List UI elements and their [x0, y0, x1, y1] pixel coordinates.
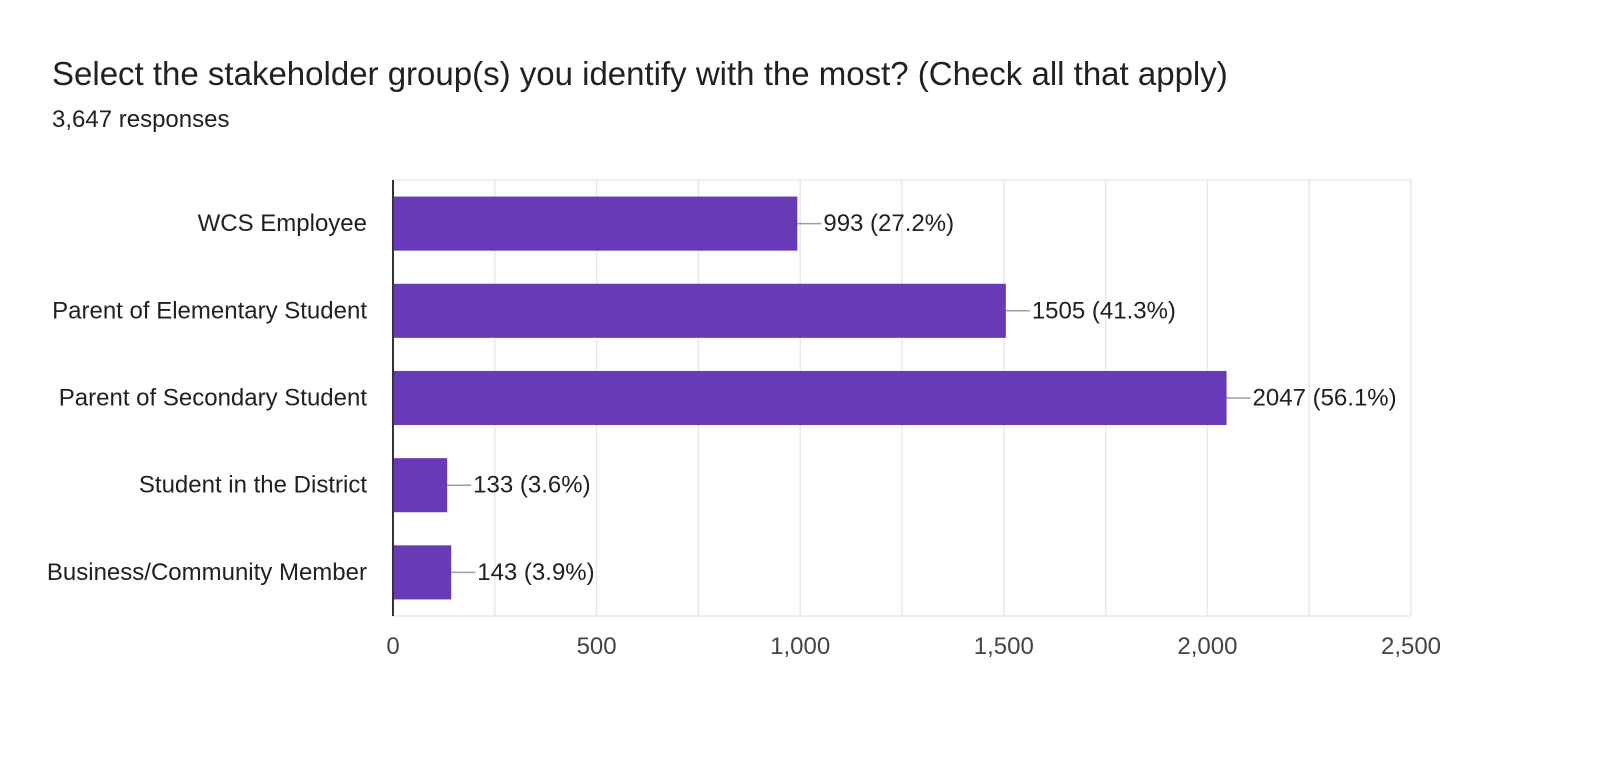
x-tick-label-4: 2,000: [1177, 633, 1237, 660]
category-label-0: WCS Employee: [198, 210, 367, 237]
category-label-3: Student in the District: [139, 472, 367, 499]
data-label-0: 993 (27.2%): [823, 210, 954, 237]
bar-4: [393, 545, 452, 600]
x-tick-label-2: 1,000: [770, 633, 830, 660]
x-tick-label-5: 2,500: [1381, 633, 1441, 660]
question-title: Select the stakeholder group(s) you iden…: [52, 55, 1228, 92]
x-tick-labels: 0 500 1,000 1,500 2,000 2,500: [386, 633, 1441, 660]
bar-2: [393, 370, 1227, 426]
data-label-4: 143 (3.9%): [477, 559, 594, 586]
bar-0: [393, 196, 798, 251]
data-label-3: 133 (3.6%): [473, 472, 590, 499]
x-tick-label-0: 0: [386, 633, 399, 660]
data-labels: 993 (27.2%) 1505 (41.3%) 2047 (56.1%) 133 (…: [473, 210, 1396, 586]
data-label-2: 2047 (56.1%): [1253, 385, 1397, 412]
bar-3: [393, 458, 448, 513]
category-label-2: Parent of Secondary Student: [59, 385, 368, 412]
x-tick-label-3: 1,500: [974, 633, 1034, 660]
category-label-4: Business/Community Member: [47, 559, 367, 586]
bar-1: [393, 283, 1006, 338]
x-tick-label-1: 500: [577, 633, 617, 660]
leader-lines: [447, 222, 1251, 574]
response-count: 3,647 responses: [52, 106, 230, 133]
data-label-1: 1505 (41.3%): [1032, 297, 1176, 324]
category-label-1: Parent of Elementary Student: [52, 297, 367, 324]
bars: [393, 196, 1227, 600]
category-labels: WCS Employee Parent of Elementary Student…: [47, 210, 367, 586]
